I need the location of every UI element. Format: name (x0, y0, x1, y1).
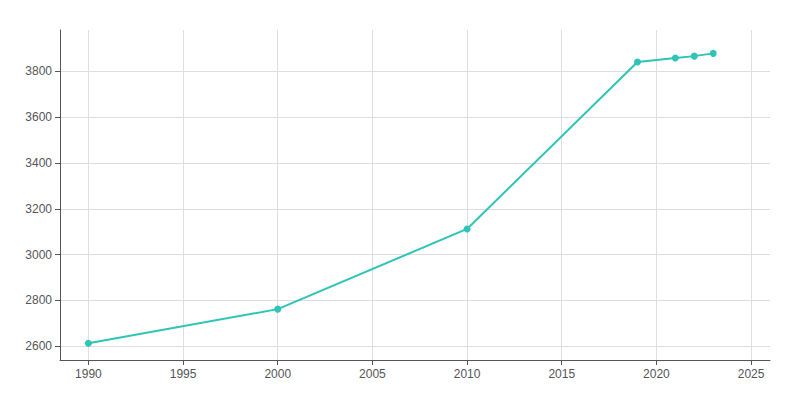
svg-text:2800: 2800 (25, 293, 52, 307)
svg-text:2600: 2600 (25, 339, 52, 353)
svg-text:2000: 2000 (264, 367, 291, 381)
svg-text:2005: 2005 (359, 367, 386, 381)
svg-text:3600: 3600 (25, 110, 52, 124)
svg-text:3400: 3400 (25, 156, 52, 170)
svg-text:3000: 3000 (25, 248, 52, 262)
svg-text:2010: 2010 (454, 367, 481, 381)
svg-text:2025: 2025 (738, 367, 765, 381)
svg-text:1995: 1995 (170, 367, 197, 381)
svg-text:1990: 1990 (75, 367, 102, 381)
svg-text:2015: 2015 (548, 367, 575, 381)
svg-text:3800: 3800 (25, 64, 52, 78)
svg-text:2020: 2020 (643, 367, 670, 381)
svg-text:3200: 3200 (25, 202, 52, 216)
